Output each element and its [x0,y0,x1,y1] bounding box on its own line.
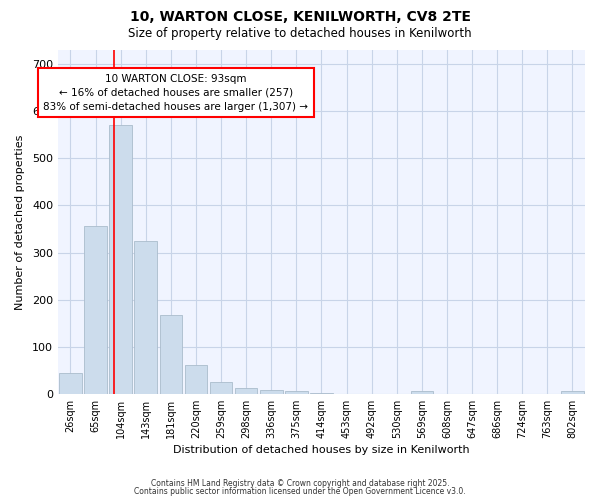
Text: 10, WARTON CLOSE, KENILWORTH, CV8 2TE: 10, WARTON CLOSE, KENILWORTH, CV8 2TE [130,10,470,24]
Bar [561,392,584,394]
X-axis label: Distribution of detached houses by size in Kenilworth: Distribution of detached houses by size … [173,445,470,455]
Bar [210,382,232,394]
Bar [109,126,132,394]
Bar [285,392,308,394]
Bar [134,240,157,394]
Bar [84,226,107,394]
Y-axis label: Number of detached properties: Number of detached properties [15,134,25,310]
Text: 10 WARTON CLOSE: 93sqm
← 16% of detached houses are smaller (257)
83% of semi-de: 10 WARTON CLOSE: 93sqm ← 16% of detached… [43,74,308,112]
Bar [310,393,333,394]
Bar [185,364,207,394]
Bar [160,314,182,394]
Bar [410,392,433,394]
Bar [59,372,82,394]
Text: Contains HM Land Registry data © Crown copyright and database right 2025.: Contains HM Land Registry data © Crown c… [151,478,449,488]
Text: Size of property relative to detached houses in Kenilworth: Size of property relative to detached ho… [128,28,472,40]
Bar [235,388,257,394]
Bar [260,390,283,394]
Text: Contains public sector information licensed under the Open Government Licence v3: Contains public sector information licen… [134,487,466,496]
